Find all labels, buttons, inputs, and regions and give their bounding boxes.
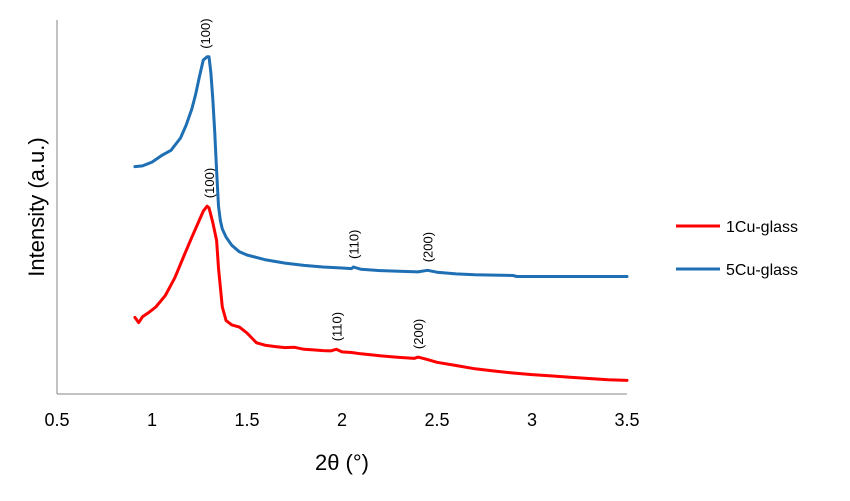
x-tick-labels: 0.5 1 1.5 2 2.5 3 3.5 — [44, 410, 639, 430]
peak-label: (110) — [346, 230, 361, 259]
x-tick-label: 2.5 — [424, 410, 449, 430]
peak-label: (110) — [329, 312, 344, 341]
x-axis-title: 2θ (°) — [315, 450, 369, 475]
series-line-5Cu-glass — [133, 55, 629, 278]
legend-item: 1Cu-glass — [676, 219, 798, 236]
x-tick-label: 1 — [147, 410, 157, 430]
plot-area: (100) (110) (200) (100) (110) (200) — [133, 18, 629, 382]
x-tick-label: 3 — [527, 410, 537, 430]
x-tick-label: 2 — [337, 410, 347, 430]
axes — [56, 20, 627, 395]
legend: 1Cu-glass 5Cu-glass — [676, 219, 798, 279]
peak-label: (200) — [411, 319, 426, 349]
y-axis-title: Intensity (a.u.) — [24, 137, 49, 276]
legend-label: 1Cu-glass — [726, 219, 798, 236]
peak-label: (100) — [198, 18, 213, 48]
legend-item: 5Cu-glass — [676, 262, 798, 279]
legend-label: 5Cu-glass — [726, 262, 798, 279]
x-tick-label: 3.5 — [614, 410, 639, 430]
x-tick-label: 0.5 — [44, 410, 69, 430]
x-tick-label: 1.5 — [234, 410, 259, 430]
peak-label: (200) — [421, 232, 436, 262]
peak-label: (100) — [202, 168, 217, 198]
series-line-1Cu-glass — [133, 204, 629, 382]
